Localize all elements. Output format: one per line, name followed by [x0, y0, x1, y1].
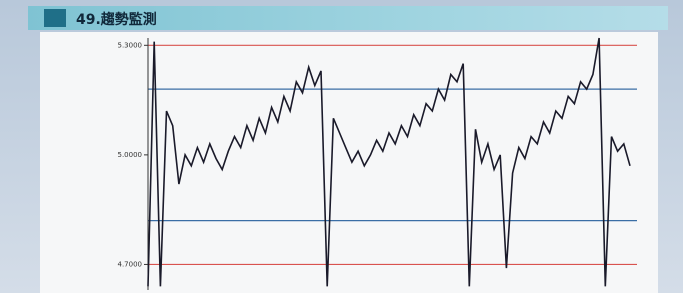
y-tick-label: 5.0000: [118, 151, 143, 159]
chart: 5.3000 5.0000 4.7000: [0, 0, 683, 293]
y-tick-label: 4.7000: [118, 260, 143, 268]
y-tick-label: 5.3000: [118, 41, 143, 49]
screen: 49.趨勢監測 5.30005.00004.7000: [0, 0, 683, 293]
trend-line: [148, 38, 630, 286]
